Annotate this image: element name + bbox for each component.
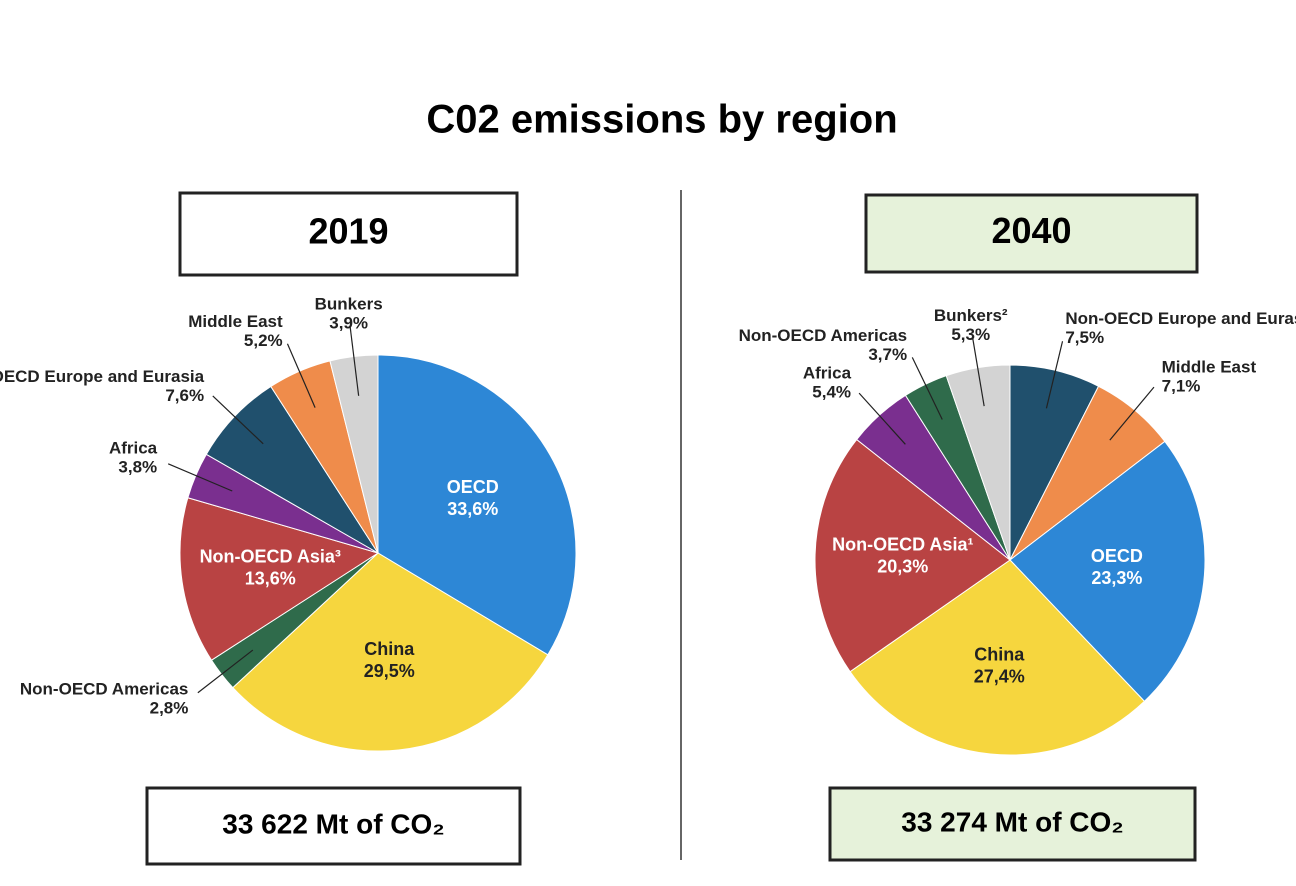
leader-line: [167, 463, 233, 492]
slice-value: 33,6%: [447, 499, 498, 519]
leader-line: [972, 338, 985, 407]
slice-value: 7,5%: [1065, 328, 1104, 347]
slice-value: 3,8%: [118, 458, 157, 477]
slice-name: Non-OECD Asia¹: [832, 535, 973, 555]
leader-line: [212, 395, 264, 445]
slice-name: Non-OECD Asia³: [200, 546, 341, 566]
slice-name: China: [364, 639, 415, 659]
slice-name: Africa: [803, 364, 852, 383]
leader-line: [1045, 341, 1064, 409]
pie-slice: [849, 559, 1146, 756]
slice-name: Non-OECD Americas: [20, 680, 188, 699]
slice-value: 7,6%: [165, 386, 204, 405]
total-box: [145, 786, 522, 866]
leader-line: [858, 392, 906, 445]
total-box: [828, 786, 1197, 862]
pie-slice: [232, 552, 549, 752]
leader-line: [911, 357, 943, 420]
slice-value: 5,2%: [244, 331, 283, 350]
slice-value: 3,7%: [868, 345, 907, 364]
slice-value: 5,4%: [812, 383, 851, 402]
slice-value: 7,1%: [1162, 376, 1201, 395]
slice-value: 23,3%: [1091, 568, 1142, 588]
pie-slice: [814, 438, 1011, 673]
slice-value: 5,3%: [951, 325, 990, 344]
leader-line: [1109, 386, 1155, 441]
slice-value: 20,3%: [877, 557, 928, 577]
slice-name: Middle East: [188, 312, 283, 331]
slice-name: Non-OECD Europe and Eurasia: [0, 367, 205, 386]
slice-value: 29,5%: [364, 661, 415, 681]
year-label: 2019: [308, 211, 388, 252]
slice-value: 27,4%: [974, 666, 1025, 686]
slice-name: Africa: [109, 439, 158, 458]
leader-line: [197, 649, 254, 694]
slice-name: OECD: [1091, 546, 1143, 566]
slice-name: Non-OECD Americas: [739, 326, 907, 345]
leader-line: [349, 326, 360, 396]
leader-line: [286, 343, 316, 408]
slice-value: 2,8%: [150, 699, 189, 718]
total-label: 33 274 Mt of CO₂: [901, 806, 1124, 837]
slice-value: 13,6%: [245, 568, 296, 588]
total-label: 33 622 Mt of CO₂: [222, 808, 445, 839]
slice-name: China: [974, 644, 1025, 664]
slice-name: Bunkers²: [934, 306, 1008, 325]
pie-slice: [377, 354, 577, 656]
slice-value: 3,9%: [329, 313, 368, 332]
chart-title: C02 emissions by region: [426, 98, 897, 142]
year-label: 2040: [991, 210, 1071, 251]
year-box: [864, 193, 1199, 274]
slice-name: Non-OECD Europe and Eurasia: [1065, 309, 1296, 328]
pie-slice: [1009, 440, 1206, 703]
slice-name: OECD: [447, 477, 499, 497]
pie-slice: [179, 497, 380, 661]
year-box: [178, 191, 519, 277]
slice-name: Middle East: [1162, 357, 1257, 376]
slice-name: Bunkers: [315, 294, 383, 313]
